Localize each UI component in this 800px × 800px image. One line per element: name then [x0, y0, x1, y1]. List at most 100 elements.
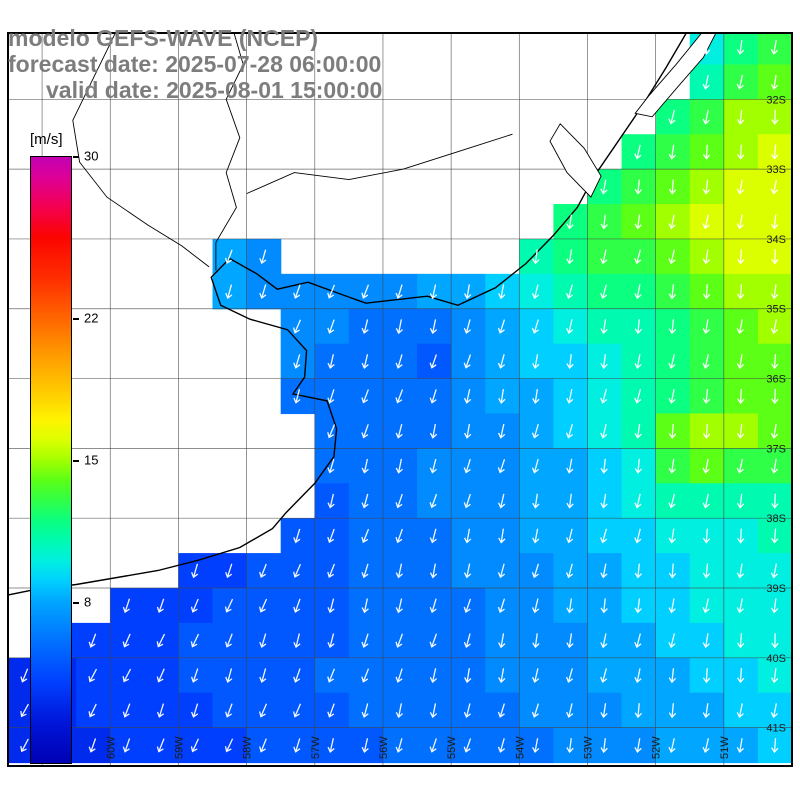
wind-direction-arrow-icon	[259, 703, 268, 718]
wind-direction-arrow-icon	[737, 144, 745, 160]
wind-direction-arrow-icon	[395, 389, 404, 404]
lat-label: 39S	[766, 583, 786, 595]
wind-direction-arrow-icon	[463, 528, 472, 544]
colorbar-gradient	[30, 156, 72, 764]
wind-direction-arrow-icon	[395, 284, 403, 300]
wind-direction-arrow-icon	[634, 389, 642, 404]
wind-direction-arrow-icon	[771, 493, 779, 509]
wind-direction-arrow-icon	[122, 598, 131, 614]
wind-direction-arrow-icon	[498, 388, 506, 404]
lagoon-path	[549, 123, 602, 198]
wind-direction-arrow-icon	[361, 598, 369, 614]
wind-direction-arrow-icon	[429, 458, 437, 474]
wind-direction-arrow-icon	[497, 319, 506, 334]
wind-direction-arrow-icon	[770, 458, 779, 474]
wind-direction-arrow-icon	[88, 738, 97, 753]
wind-direction-arrow-icon	[395, 528, 403, 544]
wind-direction-arrow-icon	[566, 319, 574, 335]
wind-direction-arrow-icon	[429, 703, 438, 719]
lon-label: 52W	[651, 736, 663, 759]
wind-direction-arrow-icon	[327, 389, 335, 404]
lat-label: 36S	[766, 374, 786, 386]
river-path	[215, 33, 244, 271]
wind-direction-arrow-icon	[20, 738, 29, 753]
model-title: modelo GEFS-WAVE (NCEP)	[8, 25, 319, 51]
wind-direction-arrow-icon	[395, 633, 404, 648]
wind-direction-arrow-icon	[463, 563, 472, 579]
wind-direction-arrow-icon	[361, 284, 370, 299]
wind-direction-arrow-icon	[668, 284, 677, 300]
wind-direction-arrow-icon	[463, 458, 471, 474]
wind-direction-arrow-icon	[531, 668, 540, 684]
wind-direction-arrow-icon	[668, 319, 677, 335]
wind-direction-arrow-icon	[293, 284, 301, 299]
colorbar-tick	[73, 318, 79, 321]
wind-direction-arrow-icon	[497, 493, 506, 509]
wind-direction-arrow-icon	[122, 738, 131, 753]
wind-direction-arrow-icon	[668, 179, 677, 195]
wind-direction-arrow-icon	[702, 563, 711, 579]
wind-direction-arrow-icon	[429, 493, 438, 509]
wind-direction-arrow-icon	[634, 423, 642, 439]
colorbar-tick-label: 15	[84, 452, 99, 468]
wind-direction-arrow-icon	[293, 319, 302, 334]
wind-direction-arrow-icon	[259, 563, 267, 579]
wind-direction-arrow-icon	[463, 598, 472, 614]
wind-direction-arrow-icon	[293, 703, 302, 718]
wind-direction-arrow-icon	[361, 528, 370, 544]
valid-date: valid date: 2025-08-01 15:00:00	[46, 77, 383, 103]
wind-direction-arrow-icon	[634, 738, 642, 754]
wind-direction-arrow-icon	[327, 528, 335, 544]
colorbar-tick	[73, 601, 79, 604]
wind-direction-arrow-icon	[600, 563, 608, 579]
wind-direction-arrow-icon	[634, 668, 642, 684]
wind-direction-arrow-icon	[531, 319, 539, 334]
wind-direction-arrow-icon	[736, 598, 744, 614]
wind-direction-arrow-icon	[634, 633, 642, 649]
wind-direction-arrow-icon	[532, 249, 540, 265]
wind-direction-arrow-icon	[668, 423, 677, 439]
wind-direction-arrow-icon	[88, 703, 97, 718]
wind-direction-arrow-icon	[600, 249, 608, 265]
wind-direction-arrow-icon	[225, 284, 233, 300]
wind-direction-arrow-icon	[770, 668, 779, 684]
wind-direction-arrow-icon	[771, 633, 779, 649]
wind-direction-arrow-icon	[668, 703, 677, 719]
wind-direction-arrow-icon	[224, 598, 234, 613]
lat-label: 34S	[766, 234, 786, 246]
wind-direction-arrow-icon	[429, 354, 438, 369]
wind-direction-arrow-icon	[395, 354, 403, 369]
colorbar-tick-label: 22	[84, 310, 99, 326]
wind-direction-arrow-icon	[429, 633, 438, 648]
coastline	[8, 33, 717, 596]
wind-direction-arrow-icon	[634, 598, 642, 614]
wind-direction-arrow-icon	[429, 668, 438, 684]
wind-direction-arrow-icon	[361, 389, 369, 404]
wind-direction-arrow-icon	[634, 284, 642, 300]
lat-label: 35S	[766, 304, 786, 316]
wind-direction-arrow-icon	[702, 144, 711, 160]
wind-direction-arrow-icon	[702, 458, 710, 474]
wind-direction-arrow-icon	[566, 354, 574, 370]
wind-direction-arrow-icon	[361, 738, 369, 753]
wind-direction-arrow-icon	[736, 109, 745, 125]
wind-direction-arrow-icon	[361, 319, 369, 335]
wind-direction-arrow-icon	[566, 703, 574, 719]
wind-direction-arrow-icon	[156, 598, 165, 614]
wind-direction-arrow-icon	[293, 598, 301, 614]
wind-direction-arrow-icon	[600, 528, 608, 544]
wind-direction-arrow-icon	[361, 633, 369, 648]
wind-direction-arrow-icon	[600, 354, 608, 370]
wind-direction-arrow-icon	[702, 388, 711, 405]
lon-label: 55W	[446, 736, 458, 759]
wind-direction-arrow-icon	[497, 598, 506, 614]
wind-direction-arrow-icon	[532, 493, 540, 509]
wind-direction-arrow-icon	[566, 738, 574, 754]
wind-direction-arrow-icon	[634, 458, 642, 474]
graticule-grid	[8, 33, 792, 766]
wind-direction-arrow-icon	[736, 423, 745, 439]
wind-direction-arrow-icon	[566, 389, 574, 404]
wind-direction-arrow-icon	[634, 528, 642, 544]
wind-direction-arrow-icon	[736, 668, 745, 684]
wind-direction-arrow-icon	[771, 249, 779, 265]
